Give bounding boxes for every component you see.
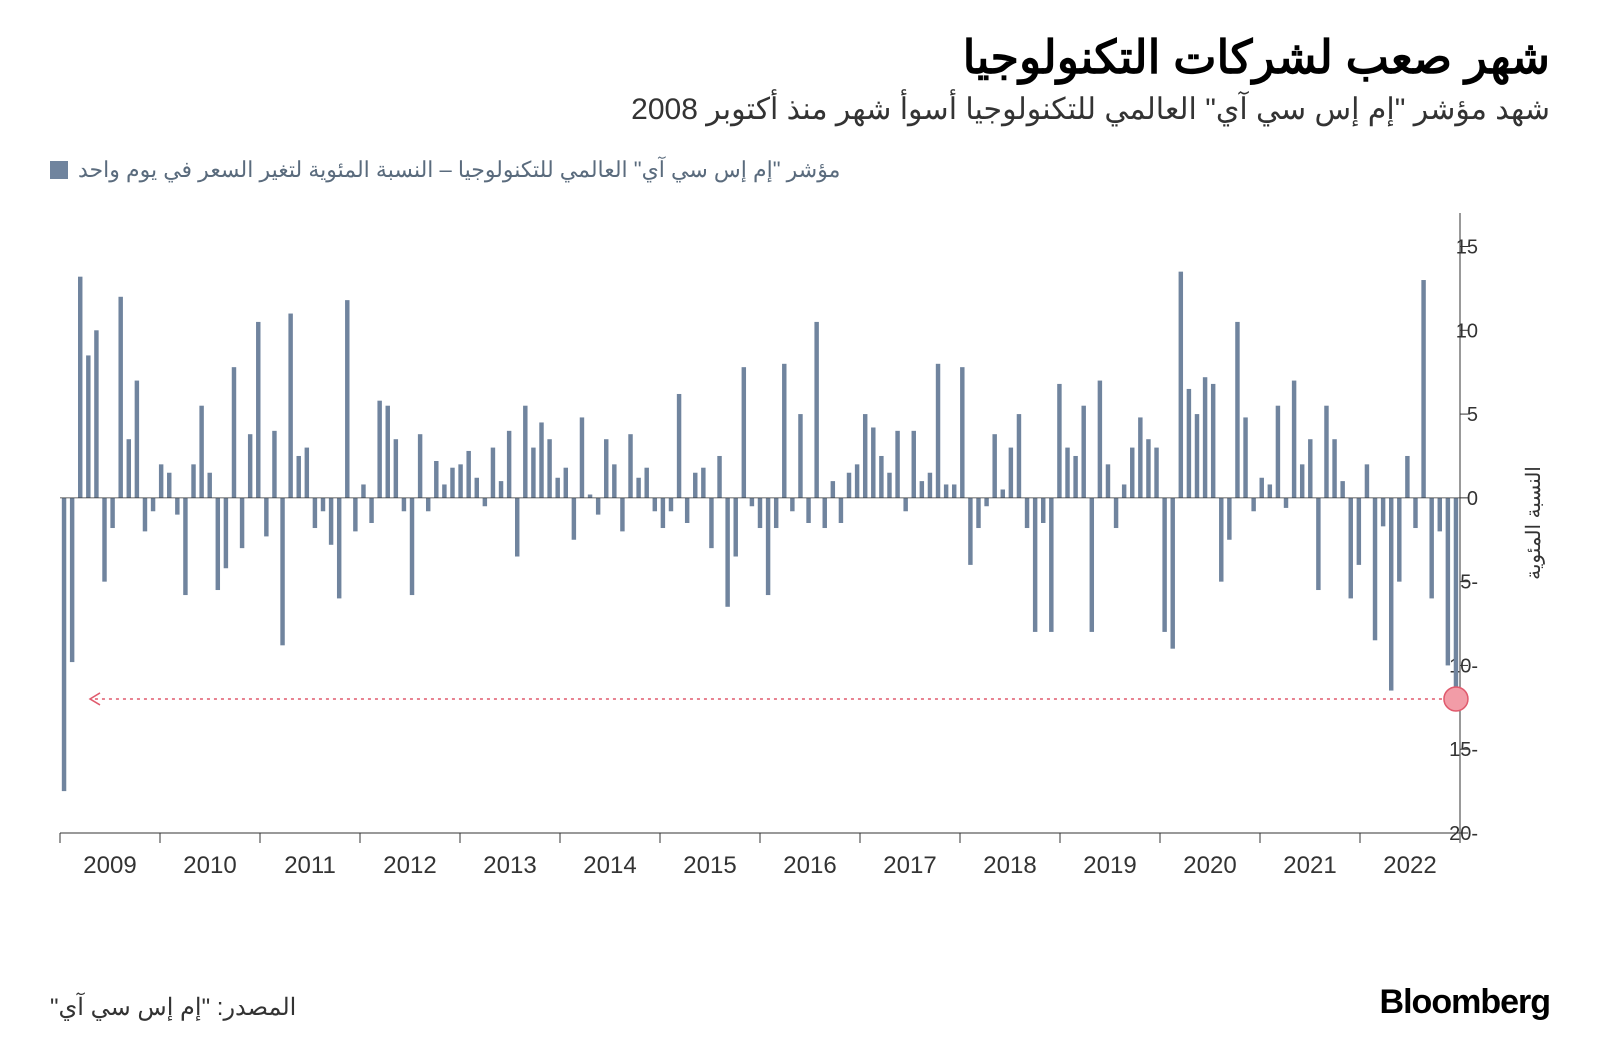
- bar-chart: -20 -15 -10 -5 0 5 10 15 النسبة المئوية 2009 2010 2…: [50, 203, 1550, 903]
- svg-text:-20: -20: [1449, 823, 1478, 845]
- svg-text:2013: 2013: [483, 852, 536, 879]
- svg-text:2012: 2012: [383, 852, 436, 879]
- svg-text:2019: 2019: [1083, 852, 1136, 879]
- svg-text:-15: -15: [1449, 739, 1478, 761]
- svg-text:2016: 2016: [783, 852, 836, 879]
- svg-text:15: 15: [1456, 237, 1478, 259]
- svg-text:النسبة المئوية: النسبة المئوية: [1523, 466, 1545, 580]
- svg-text:5: 5: [1467, 404, 1478, 426]
- svg-text:2022: 2022: [1383, 852, 1436, 879]
- legend: مؤشر "إم إس سي آي" العالمي للتكنولوجيا –…: [50, 157, 1550, 183]
- svg-text:10: 10: [1456, 320, 1478, 342]
- svg-text:2014: 2014: [583, 852, 636, 879]
- legend-label: مؤشر "إم إس سي آي" العالمي للتكنولوجيا –…: [78, 157, 840, 183]
- svg-text:2020: 2020: [1183, 852, 1236, 879]
- svg-text:0: 0: [1467, 488, 1478, 510]
- chart-subtitle: شهد مؤشر "إم إس سي آي" العالمي للتكنولوج…: [50, 92, 1550, 127]
- svg-text:2021: 2021: [1283, 852, 1336, 879]
- brand-logo: Bloomberg: [1380, 983, 1550, 1022]
- chart-area: -20 -15 -10 -5 0 5 10 15 النسبة المئوية 2009 2010 2…: [50, 203, 1550, 903]
- svg-text:-5: -5: [1460, 572, 1478, 594]
- svg-text:2009: 2009: [83, 852, 136, 879]
- svg-text:2011: 2011: [284, 852, 336, 879]
- chart-title: شهر صعب لشركات التكنولوجيا: [50, 30, 1550, 84]
- svg-text:2018: 2018: [983, 852, 1036, 879]
- svg-text:-10: -10: [1449, 655, 1478, 677]
- svg-text:2017: 2017: [883, 852, 936, 879]
- legend-swatch: [50, 161, 68, 179]
- svg-text:2015: 2015: [683, 852, 736, 879]
- source-label: المصدر: "إم إس سي آي": [50, 993, 296, 1022]
- svg-text:2010: 2010: [183, 852, 236, 879]
